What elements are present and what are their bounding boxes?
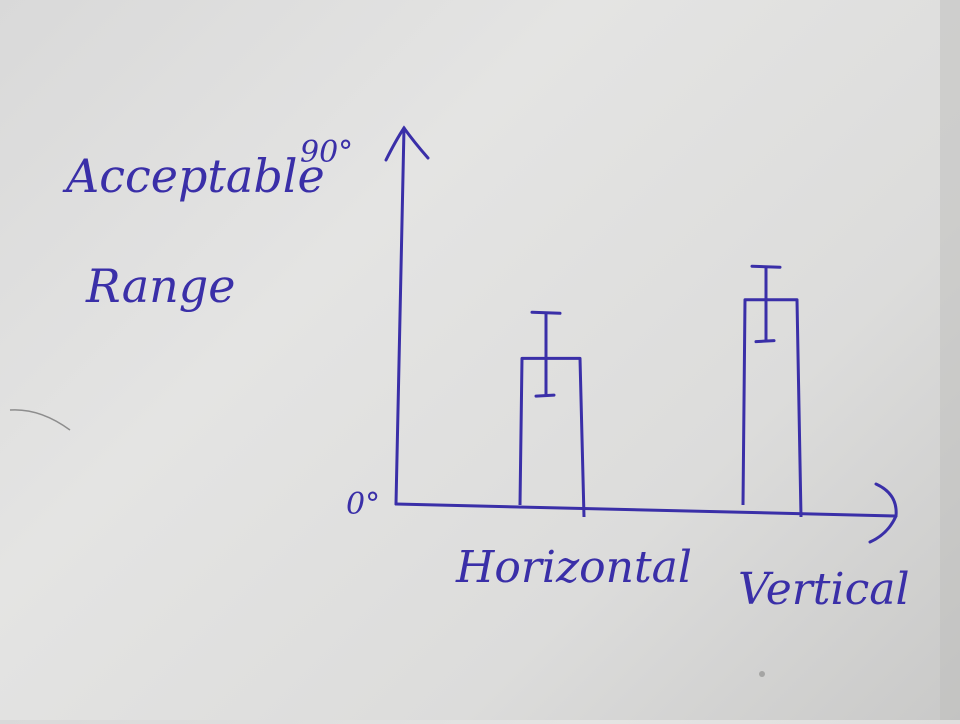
y-axis bbox=[394, 126, 406, 506]
paper-mark bbox=[9, 409, 71, 431]
error-cap-low-horizontal bbox=[534, 393, 556, 398]
error-cap-high-horizontal bbox=[530, 310, 562, 315]
y-axis-label-line-1: Acceptable bbox=[62, 149, 325, 203]
y-axis-arrowhead bbox=[384, 125, 430, 162]
paper-speck bbox=[759, 671, 765, 677]
error-cap-low-vertical bbox=[754, 339, 776, 344]
error-cap-high-vertical bbox=[750, 264, 782, 269]
bar-horizontal bbox=[518, 356, 586, 518]
bar-vertical bbox=[741, 298, 803, 518]
y-tick-label-zero: 0° bbox=[346, 487, 380, 522]
x-axis bbox=[394, 502, 898, 518]
x-category-label-horizontal: Horizontal bbox=[455, 542, 692, 593]
y-axis-label-line-2: Range bbox=[85, 259, 235, 313]
paper-edge-shadow bbox=[940, 0, 960, 720]
x-axis-arrowhead bbox=[868, 482, 898, 544]
y-tick-label-max: 90° bbox=[300, 135, 353, 170]
x-category-label-vertical: Vertical bbox=[738, 564, 910, 615]
